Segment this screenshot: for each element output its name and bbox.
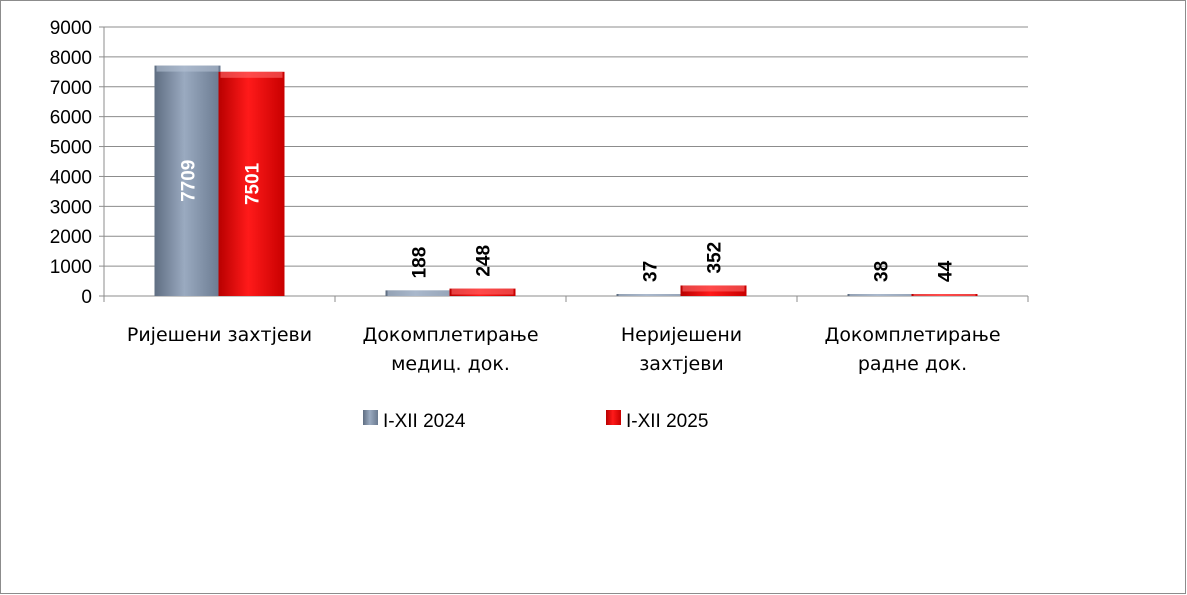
bar-bevel <box>849 294 912 296</box>
data-label: 37 <box>641 261 662 282</box>
data-labels: 7709 188 37 38 7501 248 352 44 <box>179 160 957 282</box>
category-label: захтјеви <box>639 353 724 375</box>
data-label: 352 <box>705 242 726 274</box>
legend-label-2025: I-XII 2025 <box>626 411 708 432</box>
y-tick-label: 1000 <box>50 257 92 278</box>
y-tick-label: 4000 <box>50 167 92 188</box>
y-tick-label: 0 <box>81 287 92 308</box>
bar-bevel <box>913 294 976 296</box>
bar-2024 <box>154 65 221 297</box>
bars <box>154 65 978 297</box>
bar-bevel <box>220 71 283 78</box>
legend-label-2024: I-XII 2024 <box>383 411 466 432</box>
legend: I-XII 2024 I-XII 2025 <box>363 410 708 432</box>
legend-swatch-2024 <box>363 410 378 425</box>
data-label: 7501 <box>243 162 264 205</box>
category-label: медиц. док. <box>391 353 510 375</box>
y-tick-label: 2000 <box>50 227 92 248</box>
data-label: 248 <box>474 245 495 277</box>
category-label: Неријешени <box>621 324 742 346</box>
category-label: Докомплетирање <box>824 324 1000 346</box>
x-axis-categories: Ријешени захтјеви Докомплетирање медиц. до… <box>127 324 1001 375</box>
legend-swatch-2025 <box>606 410 621 425</box>
y-tick-label: 6000 <box>50 108 92 129</box>
bar-bevel <box>682 285 745 292</box>
y-tick-label: 3000 <box>50 197 92 218</box>
bar-2025 <box>218 71 285 297</box>
y-tick-label: 8000 <box>50 48 92 69</box>
data-label: 188 <box>410 247 431 279</box>
category-label: Ријешени захтјеви <box>127 324 312 346</box>
data-label: 44 <box>936 260 957 282</box>
y-tick-label: 7000 <box>50 78 92 99</box>
category-label: Докомплетирање <box>362 324 538 346</box>
bar-bevel <box>618 294 681 296</box>
y-tick-label: 9000 <box>50 18 92 39</box>
bar-bevel <box>156 65 219 72</box>
y-tick-label: 5000 <box>50 138 92 159</box>
data-label: 38 <box>872 261 893 282</box>
bar-bevel <box>451 288 514 295</box>
category-label: радне док. <box>858 353 967 375</box>
data-label: 7709 <box>179 160 200 202</box>
bar-bevel <box>387 290 450 296</box>
y-axis-ticks: 0 1000 2000 3000 4000 5000 6000 7000 8000 9000 <box>50 18 104 308</box>
